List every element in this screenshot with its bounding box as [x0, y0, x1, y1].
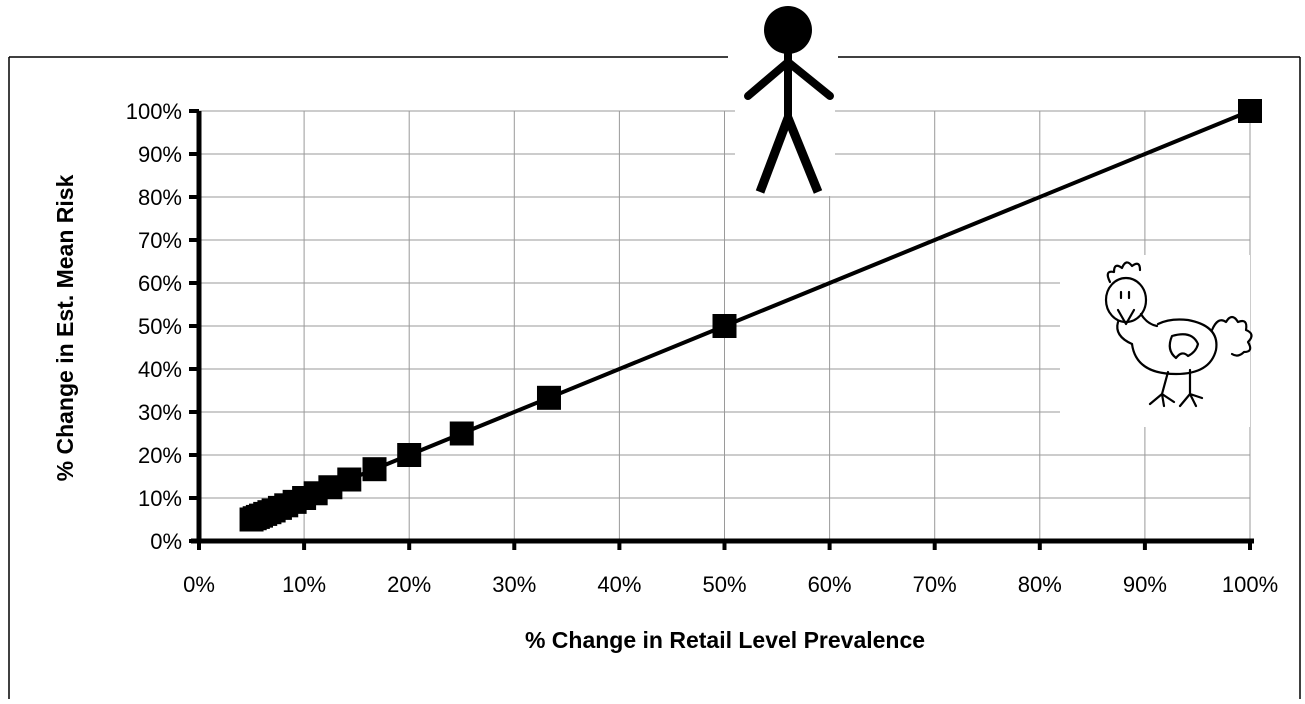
y-tick-label: 80% — [138, 185, 182, 210]
x-tick-label: 50% — [702, 572, 746, 597]
y-tick-label: 40% — [138, 357, 182, 382]
data-point-marker — [449, 421, 474, 446]
data-point-marker — [1238, 99, 1262, 123]
chart-frame — [8, 56, 1301, 699]
tick-labels: 0% 10% 20% 30% 40% 50% 60% 70% 80% 90% 100% 0% 10% 20… — [126, 99, 1278, 597]
data-point-marker — [337, 467, 362, 492]
chicken-drawing-icon — [1060, 255, 1253, 427]
y-tick-label: 30% — [138, 400, 182, 425]
x-tick-label: 80% — [1018, 572, 1062, 597]
series-markers — [239, 99, 1262, 532]
data-point-marker — [536, 385, 561, 410]
axes — [189, 109, 1254, 550]
y-tick-label: 70% — [138, 228, 182, 253]
x-tick-label: 70% — [913, 572, 957, 597]
x-tick-label: 40% — [597, 572, 641, 597]
y-tick-label: 60% — [138, 271, 182, 296]
y-axis-title: % Change in Est. Mean Risk — [52, 174, 78, 481]
y-tick-label: 10% — [138, 486, 182, 511]
x-tick-label: 30% — [492, 572, 536, 597]
y-tick-label: 90% — [138, 142, 182, 167]
data-point-marker — [362, 457, 387, 482]
x-axis-title: % Change in Retail Level Prevalence — [525, 627, 925, 653]
y-tick-label: 100% — [126, 99, 182, 124]
x-tick-label: 90% — [1123, 572, 1167, 597]
y-tick-label: 20% — [138, 443, 182, 468]
x-tick-label: 20% — [387, 572, 431, 597]
data-point-marker — [397, 443, 422, 467]
x-tick-label: 0% — [183, 572, 215, 597]
x-tick-label: 60% — [808, 572, 852, 597]
x-tick-label: 10% — [282, 572, 326, 597]
stick-figure-person-icon — [735, 0, 835, 196]
data-point-marker — [712, 314, 737, 338]
x-tick-label: 100% — [1222, 572, 1278, 597]
y-tick-label: 50% — [138, 314, 182, 339]
y-tick-label: 0% — [150, 529, 182, 554]
